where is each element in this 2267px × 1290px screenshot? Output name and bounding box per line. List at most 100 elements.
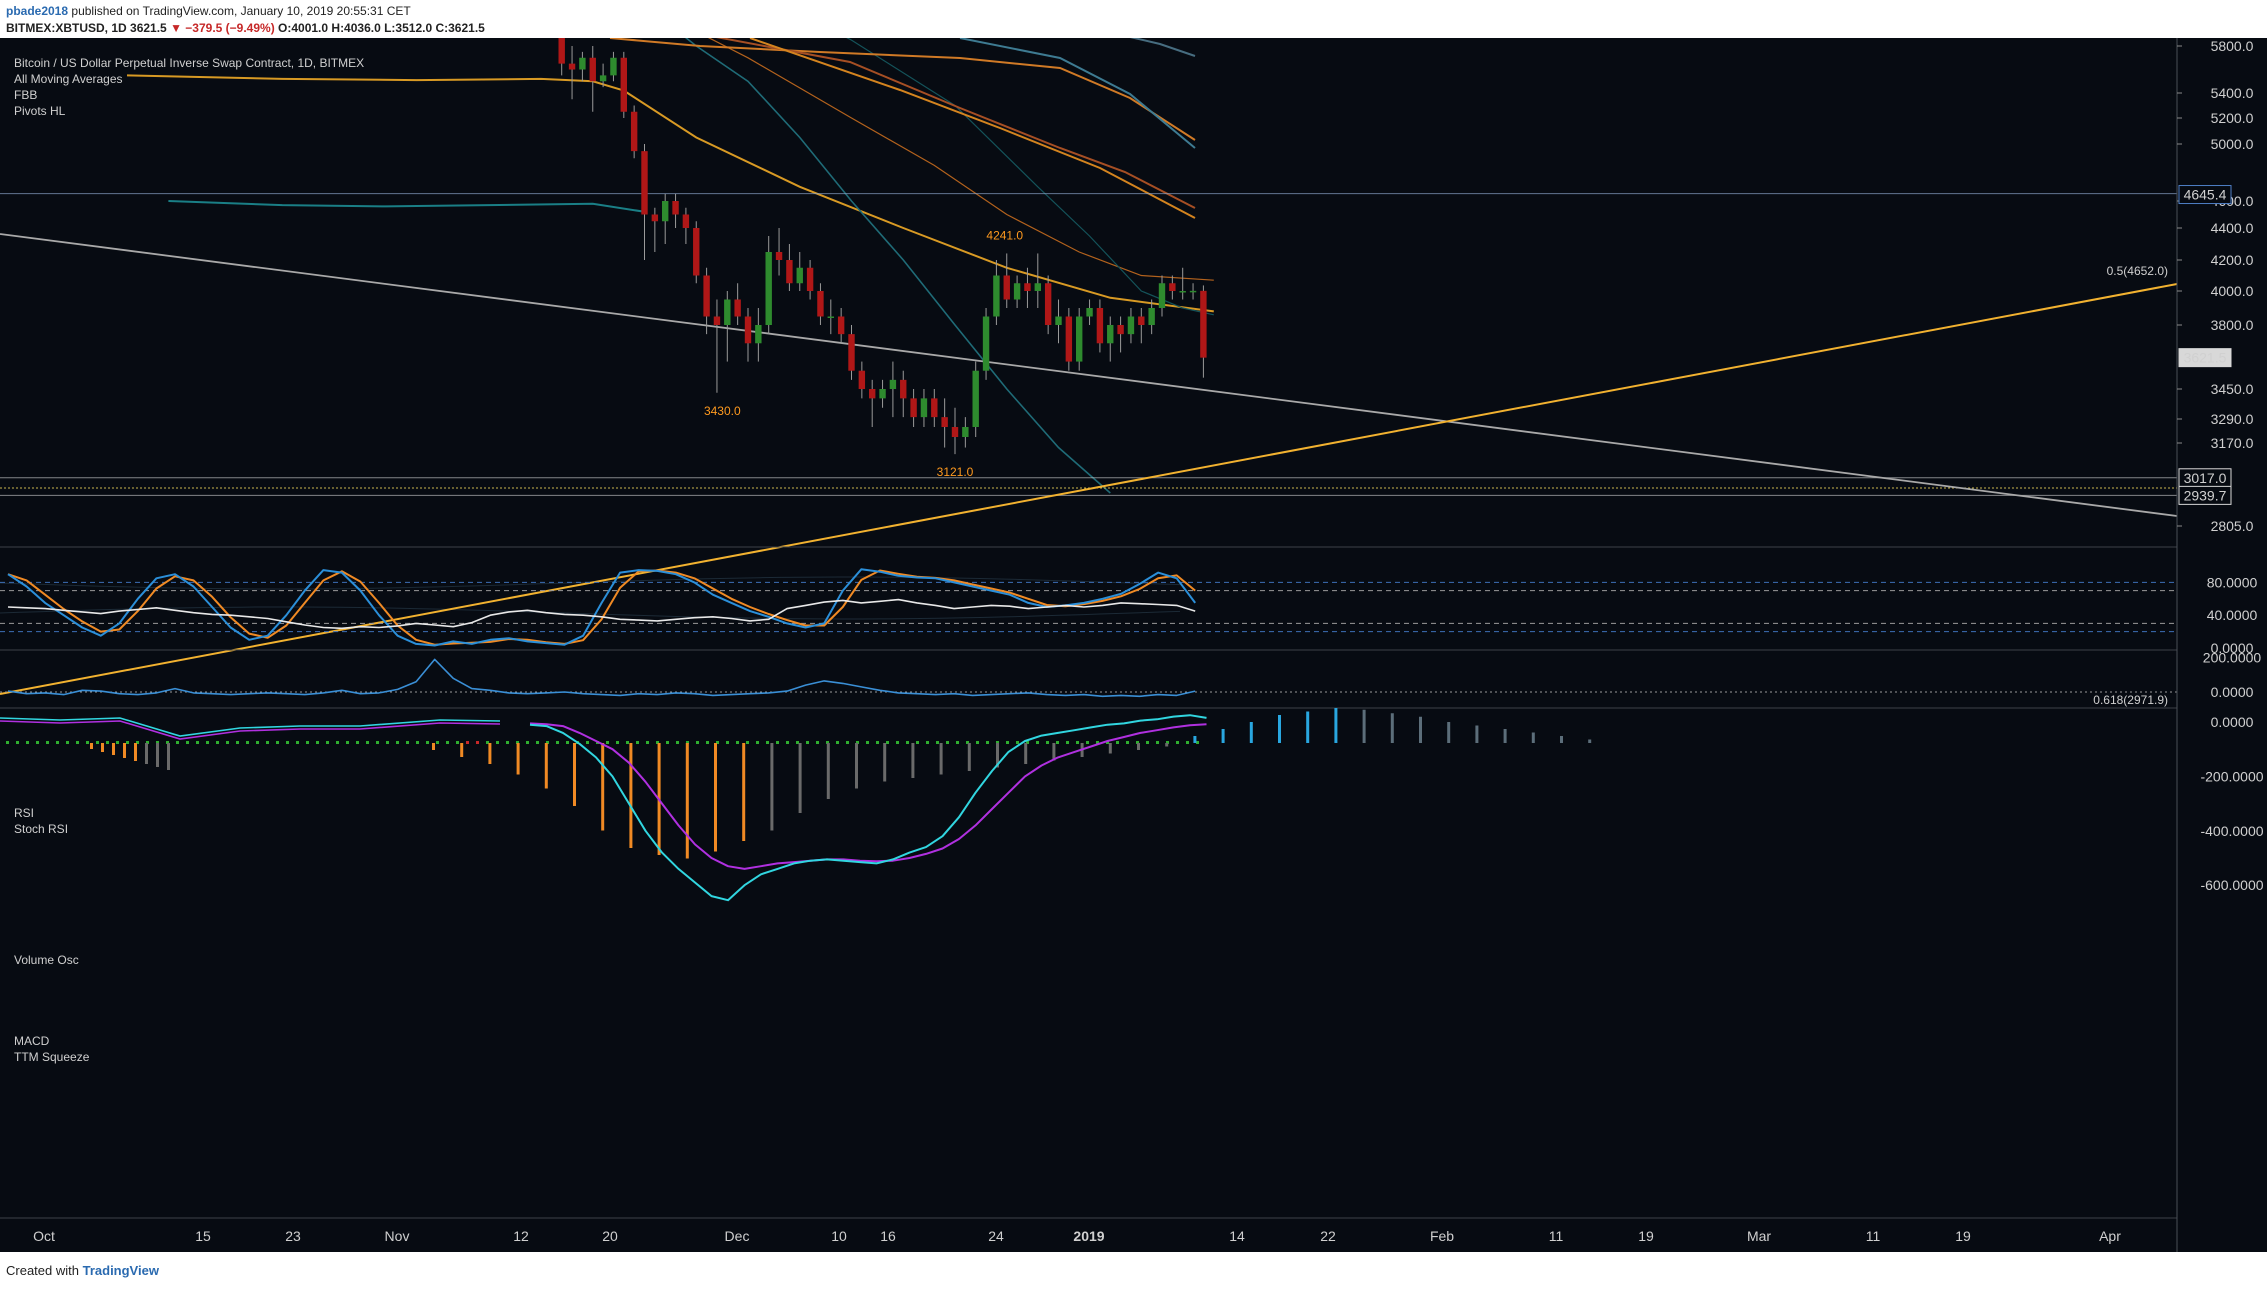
candle-body[interactable] (1189, 290, 1197, 293)
candle[interactable] (734, 283, 741, 325)
candle-body[interactable] (827, 316, 834, 319)
candle[interactable] (651, 207, 659, 252)
candle-body[interactable] (1055, 316, 1062, 326)
candle[interactable] (1003, 253, 1010, 308)
candle-body[interactable] (568, 63, 576, 70)
candle[interactable] (568, 46, 576, 100)
candle[interactable] (558, 38, 565, 76)
candle-body[interactable] (1158, 283, 1166, 308)
candle[interactable] (1117, 316, 1124, 353)
candle-body[interactable] (662, 201, 669, 222)
candle[interactable] (765, 236, 772, 335)
candle-body[interactable] (1127, 316, 1135, 335)
candle[interactable] (982, 308, 990, 380)
candle[interactable] (682, 207, 690, 244)
candle[interactable] (589, 46, 596, 112)
candle-body[interactable] (1024, 283, 1031, 291)
candle[interactable] (993, 260, 1000, 325)
candle[interactable] (693, 221, 700, 284)
candle-body[interactable] (620, 57, 627, 112)
candle[interactable] (817, 283, 824, 325)
candle[interactable] (1179, 267, 1186, 300)
candle-body[interactable] (1013, 283, 1021, 300)
candle[interactable] (703, 267, 710, 335)
candle-body[interactable] (1086, 308, 1093, 317)
candle-body[interactable] (724, 299, 731, 326)
candle[interactable] (931, 389, 938, 427)
candle[interactable] (744, 308, 752, 362)
candle[interactable] (786, 244, 793, 291)
candle-body[interactable] (713, 316, 721, 326)
candle[interactable] (579, 51, 586, 82)
candle[interactable] (724, 291, 731, 362)
candle[interactable] (1096, 299, 1104, 353)
candle-body[interactable] (972, 370, 979, 427)
candle-body[interactable] (900, 379, 907, 399)
candle-body[interactable] (599, 75, 607, 82)
candle[interactable] (900, 370, 907, 418)
candle[interactable] (858, 361, 866, 399)
candle-body[interactable] (1076, 316, 1083, 362)
candle-body[interactable] (734, 299, 741, 317)
candle-body[interactable] (1034, 283, 1041, 291)
candle[interactable] (775, 228, 783, 276)
candle[interactable] (796, 252, 803, 291)
candle[interactable] (962, 417, 969, 448)
candle-body[interactable] (693, 228, 700, 276)
candle-body[interactable] (1044, 283, 1052, 325)
candle[interactable] (672, 193, 679, 228)
candle-body[interactable] (806, 267, 814, 291)
candle[interactable] (599, 63, 607, 88)
candle[interactable] (827, 299, 834, 335)
candle-body[interactable] (786, 260, 793, 284)
candle-body[interactable] (1179, 291, 1186, 293)
candle[interactable] (630, 105, 638, 159)
candle[interactable] (920, 389, 928, 427)
chart-canvas[interactable]: 6005.04241.03430.03121.00.5(4652.0)0.618… (0, 38, 2267, 1252)
candle[interactable] (941, 398, 948, 448)
candle-body[interactable] (1200, 290, 1207, 358)
candle[interactable] (755, 308, 762, 362)
candle-body[interactable] (703, 275, 710, 317)
candle[interactable] (1044, 275, 1052, 335)
candle-body[interactable] (1003, 275, 1010, 300)
candle-body[interactable] (920, 398, 928, 418)
candle[interactable] (951, 407, 959, 455)
candle[interactable] (620, 51, 627, 118)
candle[interactable] (1127, 308, 1135, 344)
rsi-pane[interactable] (0, 568, 2177, 647)
candle[interactable] (889, 361, 897, 418)
candle[interactable] (641, 144, 648, 260)
price-axis[interactable]: 5800.05400.05200.05000.04600.04400.04200… (2176, 38, 2267, 1252)
candle-body[interactable] (641, 151, 648, 215)
candle[interactable] (662, 193, 669, 244)
candle-body[interactable] (837, 316, 845, 335)
time-axis[interactable]: Oct 15 23 Nov 12 20 Dec 10 16 24 2019 14 22 Feb 11 19 Ma… (33, 1228, 2121, 1244)
candle-body[interactable] (796, 267, 803, 284)
price-pane[interactable]: 6005.04241.03430.03121.00.5(4652.0)0.618… (0, 38, 2267, 1219)
candle-body[interactable] (672, 201, 679, 215)
candle-body[interactable] (993, 275, 1000, 317)
candle-body[interactable] (775, 252, 783, 260)
candle-body[interactable] (869, 389, 876, 399)
candle-body[interactable] (1148, 308, 1155, 325)
candle[interactable] (837, 308, 845, 344)
candle[interactable] (1024, 267, 1031, 308)
candle[interactable] (1138, 308, 1145, 344)
candle[interactable] (806, 260, 814, 300)
candle-body[interactable] (931, 398, 938, 418)
candle-body[interactable] (579, 57, 586, 70)
candle[interactable] (1013, 275, 1021, 309)
candle[interactable] (1169, 275, 1176, 300)
candle-body[interactable] (744, 316, 752, 344)
candle-body[interactable] (682, 214, 690, 229)
candle-body[interactable] (941, 417, 948, 427)
candle[interactable] (869, 379, 876, 427)
macd-pane[interactable] (0, 708, 1592, 902)
candle[interactable] (610, 51, 617, 82)
candle-body[interactable] (1107, 325, 1114, 344)
candle-body[interactable] (889, 379, 897, 389)
tradingview-logo[interactable]: TradingView (82, 1263, 159, 1278)
candle-body[interactable] (910, 398, 917, 418)
candle-body[interactable] (817, 291, 824, 317)
